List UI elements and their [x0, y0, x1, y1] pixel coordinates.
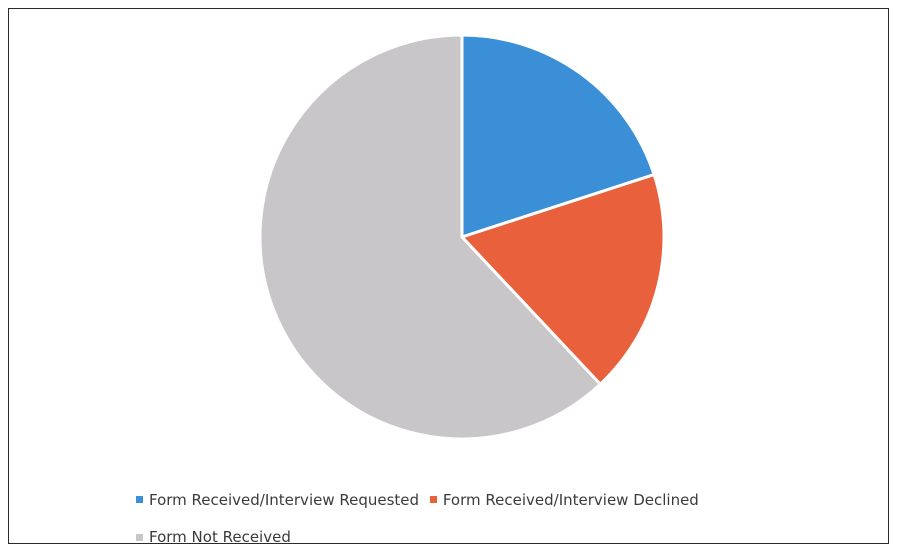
- legend-label-requested: Form Received/Interview Requested: [149, 490, 420, 509]
- slice-declined: [459, 172, 666, 387]
- legend: Form Received/Interview Requested Form R…: [136, 480, 856, 555]
- legend-swatch-not-received: [136, 533, 143, 541]
- legend-swatch-declined: [429, 496, 437, 503]
- slice-requested: [460, 33, 657, 240]
- legend-label-declined: Form Received/Interview Declined: [442, 490, 699, 509]
- slice-not-received: [258, 33, 603, 441]
- legend-item-declined: Form Received/Interview Declined: [429, 482, 699, 518]
- legend-item-requested: Form Received/Interview Requested: [136, 482, 419, 518]
- legend-label-not-received: Form Not Received: [149, 528, 291, 546]
- legend-item-not-received: Form Not Received: [136, 519, 291, 555]
- pie-slices: [258, 33, 666, 441]
- legend-swatch-requested: [136, 496, 143, 503]
